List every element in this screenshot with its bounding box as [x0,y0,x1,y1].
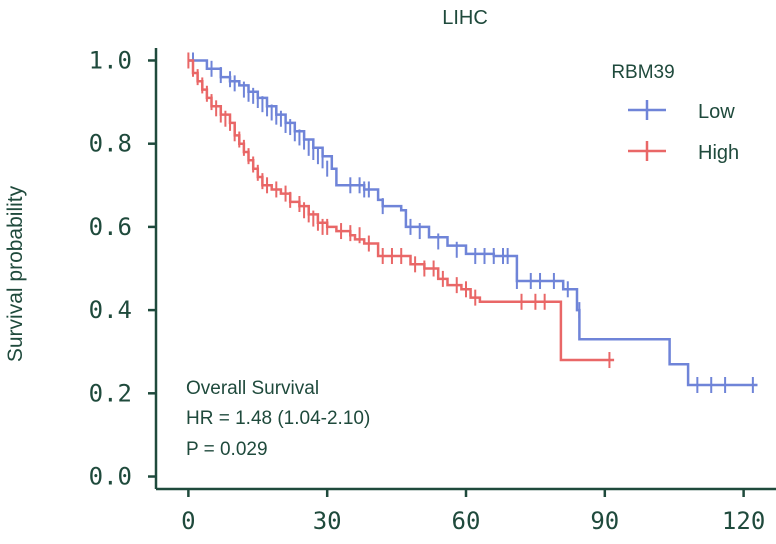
legend-label-high: High [698,142,739,164]
x-tick-label: 30 [313,507,342,535]
annotation-line-2: HR = 1.48 (1.04-2.10) [186,408,370,429]
series-low [188,52,758,393]
y-tick-label: 0.2 [89,379,132,407]
y-axis-label: Survival probability [4,185,27,362]
series-high [187,52,615,369]
axes-group: 0.0 0.2 0.4 0.6 0.8 1.0 0 30 60 90 120 [89,46,776,535]
legend-high-marker [628,141,666,161]
y-tick-label: 0.0 [89,463,132,491]
annotation-line-3: P = 0.029 [186,439,268,460]
annotation-line-1: Overall Survival [186,378,319,399]
series-group [187,52,758,393]
x-tick-label: 120 [722,507,765,535]
x-tick-label: 60 [452,507,481,535]
chart-title: LIHC [442,7,488,29]
legend-label-low: Low [698,101,735,123]
y-tick-label: 0.4 [89,296,132,324]
legend: RBM39 Low High [611,62,739,164]
survival-curve-low [188,59,758,387]
y-tick-label: 0.6 [89,213,132,241]
legend-title: RBM39 [611,62,674,83]
y-tick-label: 1.0 [89,46,132,74]
stats-annotation: Overall Survival HR = 1.48 (1.04-2.10) P… [186,378,370,460]
x-tick-label: 0 [181,507,195,535]
y-tick-label: 0.8 [89,130,132,158]
legend-low-marker [628,100,666,120]
x-tick-label: 90 [590,507,619,535]
